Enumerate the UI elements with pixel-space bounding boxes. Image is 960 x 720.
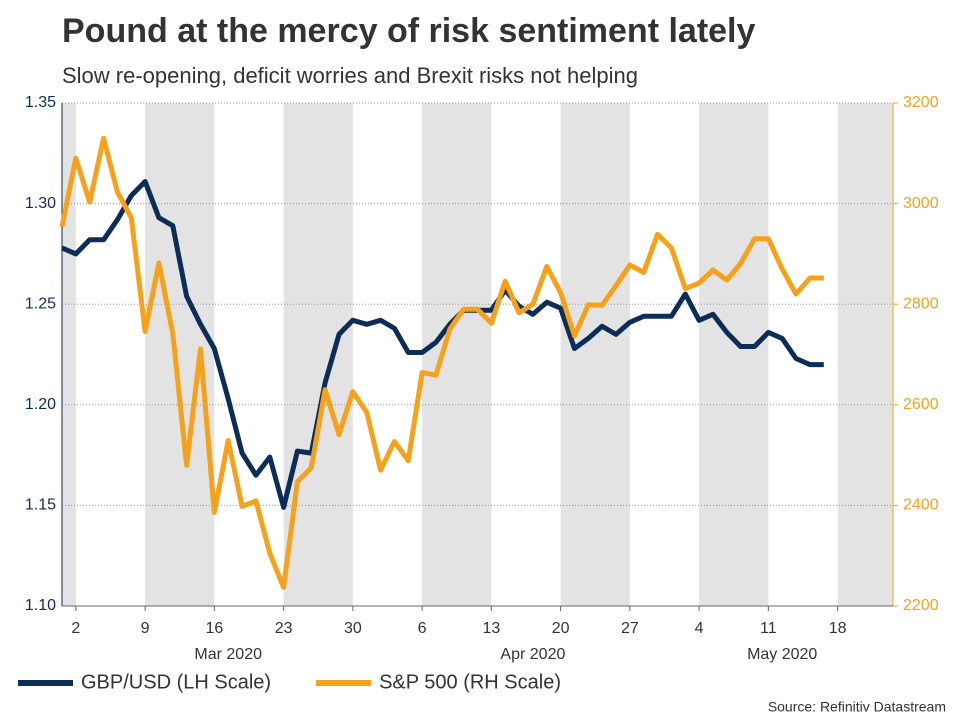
y2-tick-label: 2800 (903, 295, 939, 312)
x-tick-label: 27 (621, 620, 639, 637)
y2-tick-label: 2200 (903, 597, 939, 614)
x-tick-label: 23 (275, 620, 293, 637)
week-band (283, 103, 353, 606)
source: Source: Refinitiv Datastream (768, 699, 946, 715)
x-tick-label: 2 (71, 620, 80, 637)
week-bands (62, 103, 893, 606)
y2-tick-label: 2400 (903, 497, 939, 514)
x-tick-label: 20 (552, 620, 570, 637)
series-line (59, 135, 824, 590)
legend-label: S&P 500 (RH Scale) (379, 671, 561, 693)
x-month-label: May 2020 (747, 646, 817, 663)
legend-label: GBP/USD (LH Scale) (81, 671, 271, 693)
y-tick-label: 1.10 (25, 597, 56, 614)
y-tick-label: 1.35 (25, 94, 56, 111)
chart-subtitle: Slow re-opening, deficit worries and Bre… (62, 63, 638, 88)
x-month-label: Mar 2020 (194, 646, 262, 663)
week-band (699, 103, 769, 606)
week-band (422, 103, 492, 606)
x-month-label: Apr 2020 (500, 646, 565, 663)
x-tick-label: 9 (141, 620, 150, 637)
week-band (560, 103, 630, 606)
x-tick-label: 30 (344, 620, 362, 637)
y-tick-label: 1.20 (25, 396, 56, 413)
series-line (61, 179, 824, 510)
week-band (837, 103, 893, 606)
y-tick-label: 1.15 (25, 497, 56, 514)
x-tick-label: 13 (482, 620, 500, 637)
x-tick-label: 4 (695, 620, 704, 637)
chart-title: Pound at the mercy of risk sentiment lat… (62, 12, 756, 50)
x-tick-label: 16 (205, 620, 223, 637)
week-band (145, 103, 215, 606)
y2-tick-label: 3000 (903, 195, 939, 212)
y-tick-label: 1.25 (25, 295, 56, 312)
week-band (62, 103, 76, 606)
x-tick-label: 18 (829, 620, 847, 637)
x-tick-label: 11 (760, 620, 777, 637)
y-tick-label: 1.30 (25, 195, 56, 212)
x-tick-label: 6 (418, 620, 427, 637)
y2-tick-label: 2600 (903, 396, 939, 413)
y2-tick-label: 3200 (903, 94, 939, 111)
